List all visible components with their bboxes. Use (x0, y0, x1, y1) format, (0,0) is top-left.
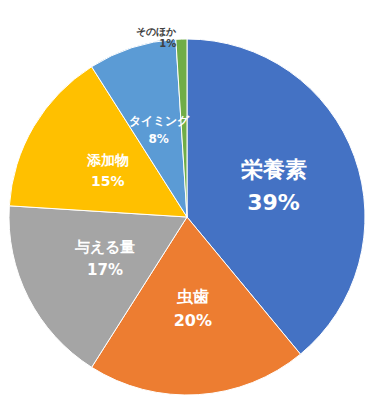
svg-text:1%: 1% (159, 38, 176, 49)
svg-text:20%: 20% (174, 311, 212, 330)
svg-text:添加物: 添加物 (86, 152, 129, 168)
svg-text:栄養素: 栄養素 (241, 157, 307, 182)
svg-text:39%: 39% (247, 190, 300, 215)
svg-text:そのほか: そのほか (136, 26, 177, 37)
svg-text:17%: 17% (87, 261, 123, 279)
svg-text:与える量: 与える量 (74, 238, 135, 256)
svg-text:タイミング: タイミング (129, 114, 190, 128)
svg-text:15%: 15% (91, 173, 125, 189)
svg-text:虫歯: 虫歯 (176, 287, 209, 306)
svg-text:8%: 8% (148, 132, 168, 146)
